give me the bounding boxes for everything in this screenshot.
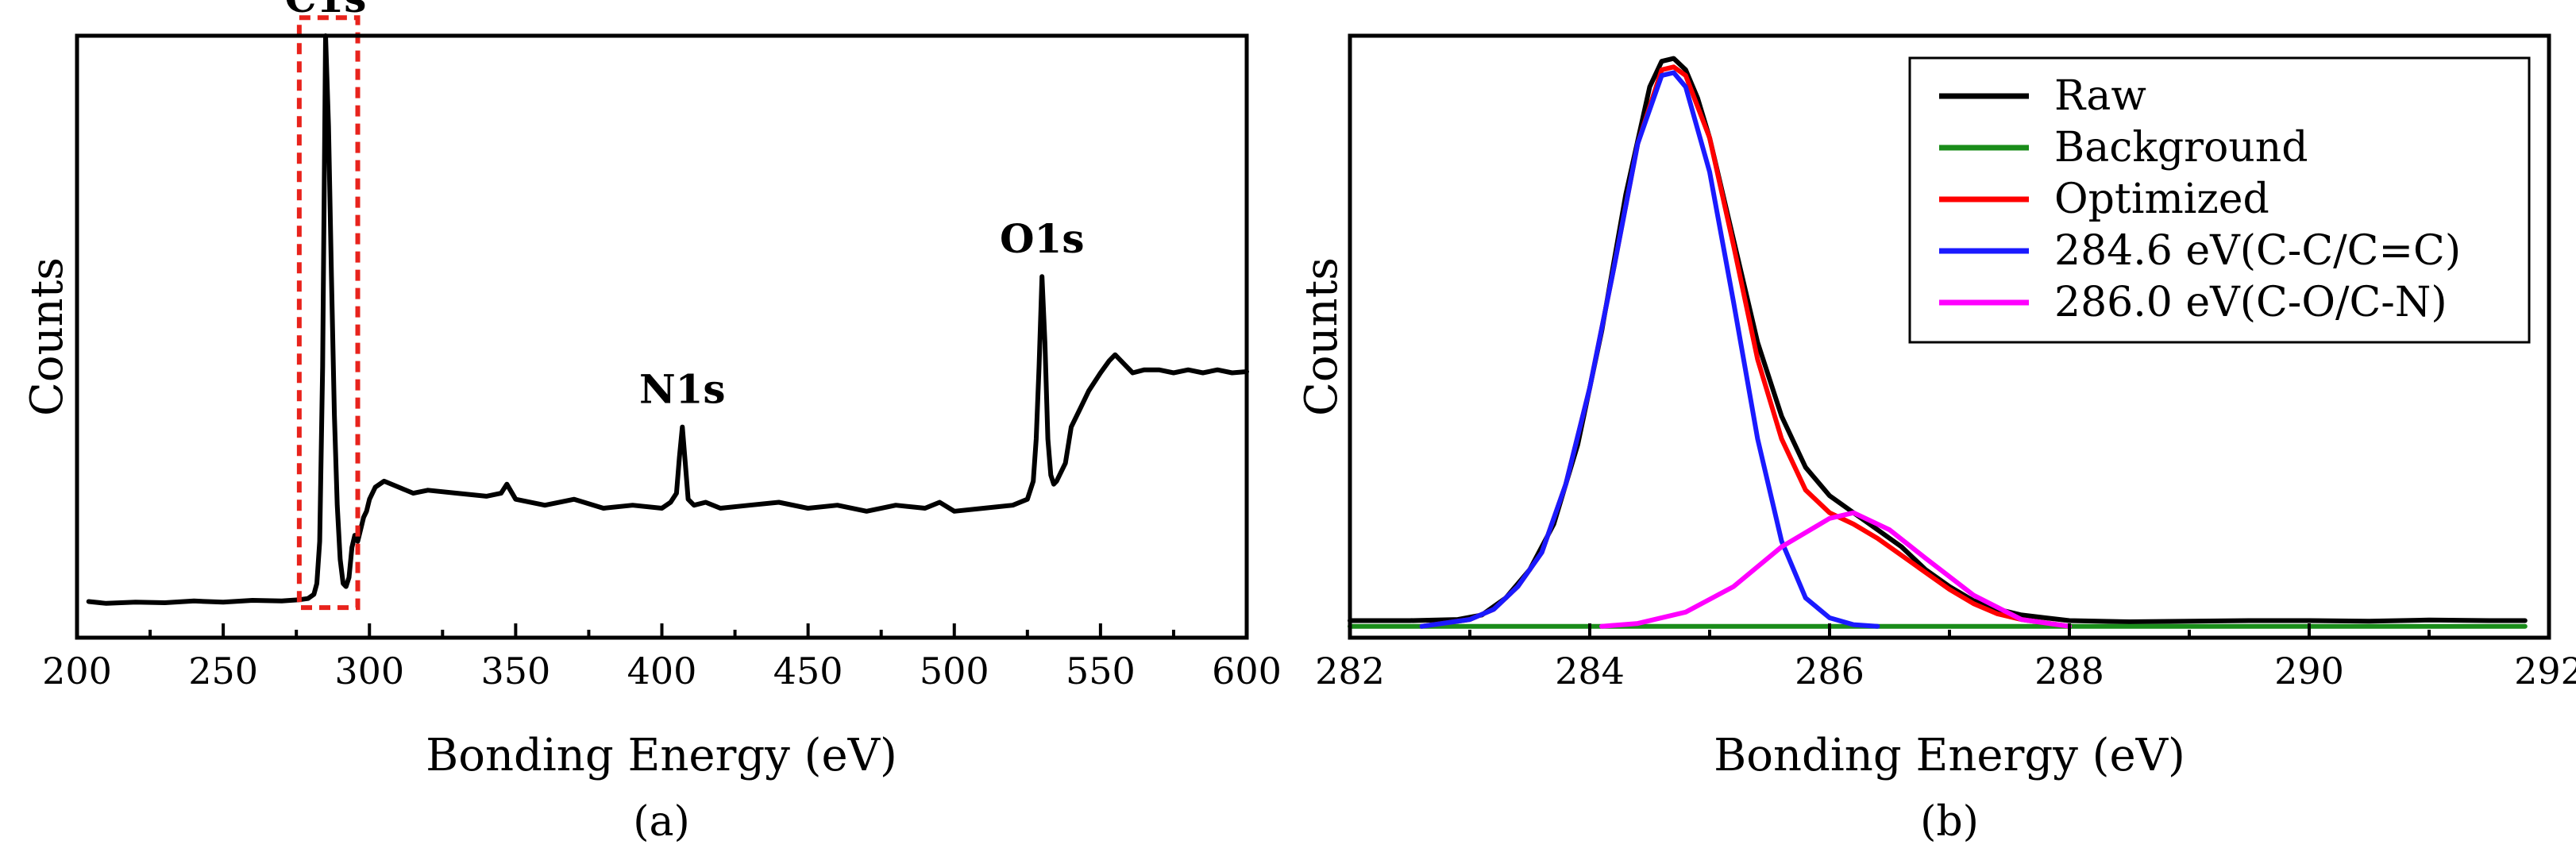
x-tick-label: 200 — [42, 650, 112, 692]
peak-label-o1s: O1s — [1000, 215, 1085, 262]
x-tick-label: 350 — [480, 650, 550, 692]
peak-label-n1s: N1s — [639, 366, 726, 413]
panel-b-c1s-fit-chart: 282 284 286 288 290 292 Bonding Energy (eV) C… — [1296, 33, 2576, 846]
panel-a-x-axis-title: Bonding Energy (eV) — [426, 730, 897, 781]
x-tick-label: 288 — [2034, 650, 2104, 692]
x-tick-label: 290 — [2274, 650, 2344, 692]
x-tick-label: 500 — [920, 650, 989, 692]
series-line-286-0-ev-c-o-c-n — [1599, 510, 2072, 629]
x-tick-label: 250 — [188, 650, 258, 692]
x-tick-label: 600 — [1212, 650, 1282, 692]
legend-frame — [1908, 56, 2531, 344]
panel-b-x-axis-title: Bonding Energy (eV) — [1714, 730, 2185, 781]
panel-a-y-axis-title: Counts — [21, 257, 73, 416]
panel-a-plot-frame — [75, 33, 1249, 640]
legend-entry-background: Background — [1939, 124, 2308, 172]
panel-a-survey-chart: 200 250 300 350 400 450 500 550 600 C1s N1s O1s Bo… — [21, 0, 1282, 846]
x-tick-label: 284 — [1555, 650, 1625, 692]
legend-entry-cc: 284.6 eV(C-C/C=C) — [1939, 227, 2461, 275]
series-line-284-6-ev-c-c-c-c — [1419, 70, 1880, 629]
legend-entry-optimized: Optimized — [1939, 176, 2269, 223]
c1s-highlight-box — [296, 15, 361, 611]
x-tick-label: 300 — [334, 650, 404, 692]
panel-b-x-tick-labels: 282 284 286 288 290 292 — [1315, 650, 2576, 692]
panel-b-label: (b) — [1920, 798, 1979, 846]
legend-label-background: Background — [2054, 124, 2308, 172]
legend-label-co: 286.0 eV(C-O/C-N) — [2054, 279, 2447, 326]
series-line-survey — [86, 33, 1249, 606]
x-tick-label: 292 — [2514, 650, 2576, 692]
x-tick-label: 282 — [1315, 650, 1385, 692]
panel-a-peak-labels: C1s N1s O1s — [285, 0, 1085, 413]
x-tick-label: 286 — [1795, 650, 1865, 692]
panel-b-legend: Raw Background Optimized 284.6 eV(C-C/C=… — [1908, 56, 2531, 344]
x-tick-label: 400 — [627, 650, 697, 692]
panel-a-x-tick-labels: 200 250 300 350 400 450 500 550 600 — [42, 650, 1282, 692]
peak-label-c1s: C1s — [285, 0, 367, 21]
x-tick-label: 550 — [1066, 650, 1136, 692]
panel-a-label: (a) — [633, 798, 690, 846]
panel-b-x-ticks — [1348, 623, 2551, 638]
legend-label-optimized: Optimized — [2054, 176, 2269, 223]
panel-a-x-ticks — [75, 623, 1248, 638]
panel-a-plot-marks — [86, 15, 1249, 611]
panel-b-y-axis-title: Counts — [1296, 257, 1348, 416]
legend-label-cc: 284.6 eV(C-C/C=C) — [2054, 227, 2461, 275]
panel-b-plot-marks — [1348, 56, 2528, 629]
legend-entry-co: 286.0 eV(C-O/C-N) — [1939, 279, 2447, 326]
x-tick-label: 450 — [773, 650, 843, 692]
legend-label-raw: Raw — [2054, 72, 2146, 120]
legend-entry-raw: Raw — [1939, 72, 2146, 120]
